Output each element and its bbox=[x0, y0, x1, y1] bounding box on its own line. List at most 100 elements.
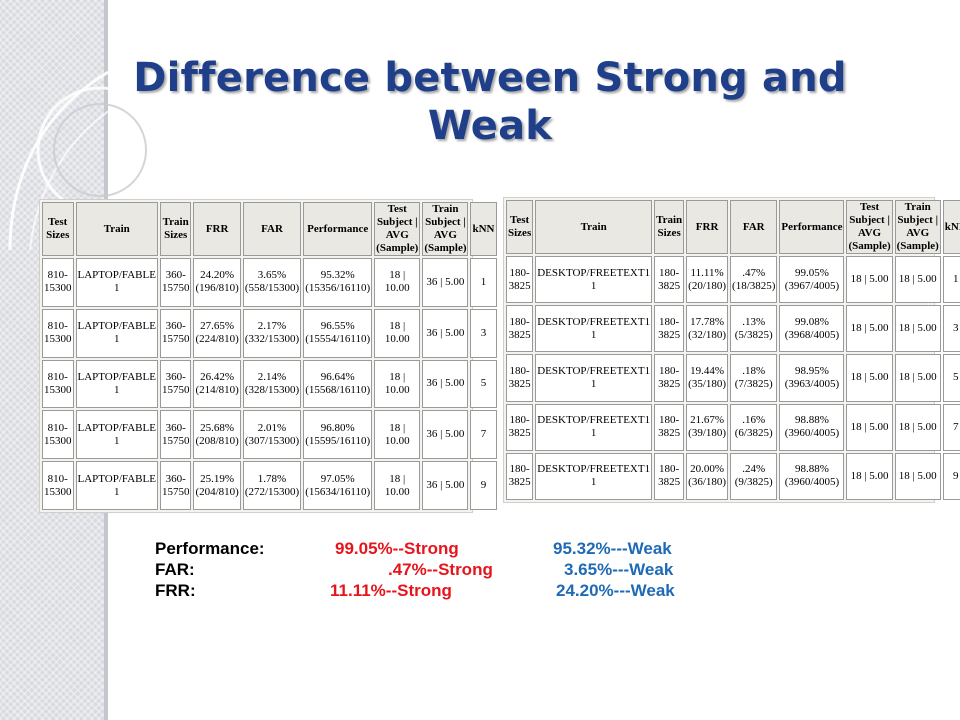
strong-value: 11.11%--Strong bbox=[330, 581, 452, 600]
table-cell: 99.05% (3967/4005) bbox=[779, 256, 845, 304]
table-row: 180-3825 DESKTOP/FREETEXT1 1 180-3825 19.44… bbox=[506, 354, 960, 402]
table-cell: .16% (6/3825) bbox=[730, 403, 778, 451]
table-cell: DESKTOP/FREETEXT1 1 bbox=[535, 403, 653, 451]
table-cell: 36 | 5.00 bbox=[422, 461, 469, 510]
summary-label: Performance: bbox=[155, 539, 265, 558]
table-cell: 96.64% (15568/16110) bbox=[303, 359, 373, 409]
table-cell: 18 | 10.00 bbox=[374, 308, 421, 358]
table-cell: 27.65% (224/810) bbox=[193, 308, 241, 358]
table-row: 810-15300 LAPTOP/FABLE 1 360-15750 26.42% (… bbox=[42, 359, 497, 409]
summary-label: FRR: bbox=[155, 581, 196, 600]
table-cell: LAPTOP/FABLE 1 bbox=[75, 308, 158, 358]
table-cell: 36 | 5.00 bbox=[422, 258, 469, 307]
table-row: 810-15300 LAPTOP/FABLE 1 360-15750 25.68% (… bbox=[42, 410, 497, 460]
table-cell: 96.80% (15595/16110) bbox=[303, 410, 373, 460]
table-cell: 18 | 5.00 bbox=[846, 403, 893, 451]
column-header: Test Sizes bbox=[42, 202, 74, 256]
table-cell: 360-15750 bbox=[159, 410, 192, 460]
table-cell: 98.88% (3960/4005) bbox=[779, 452, 845, 500]
table-cell: .18% (7/3825) bbox=[730, 354, 778, 402]
decorative-swirl bbox=[8, 34, 319, 251]
weak-value: 3.65%---Weak bbox=[564, 560, 674, 579]
column-header: Test Sizes bbox=[506, 200, 534, 254]
table-cell: 810-15300 bbox=[42, 308, 74, 358]
table-row: 810-15300 LAPTOP/FABLE 1 360-15750 25.19% (… bbox=[42, 461, 497, 510]
strong-results-table: Test Sizes Train Train Sizes FRR FAR Performa… bbox=[504, 198, 960, 502]
strong-value: .47%--Strong bbox=[388, 560, 493, 579]
table-row: 180-3825 DESKTOP/FREETEXT1 1 180-3825 20.00… bbox=[506, 452, 960, 500]
column-header: kNN bbox=[470, 202, 497, 256]
table-cell: LAPTOP/FABLE 1 bbox=[75, 461, 158, 510]
column-header: FRR bbox=[686, 200, 729, 254]
table-cell: 360-15750 bbox=[159, 461, 192, 510]
table-header-row: Test Sizes Train Train Sizes FRR FAR Performa… bbox=[42, 202, 497, 256]
table-cell: DESKTOP/FREETEXT1 1 bbox=[535, 256, 653, 304]
table-cell: 810-15300 bbox=[42, 410, 74, 460]
table-cell: 9 bbox=[470, 461, 497, 510]
table-cell: 180-3825 bbox=[654, 354, 685, 402]
table-header-row: Test Sizes Train Train Sizes FRR FAR Performa… bbox=[506, 200, 960, 254]
weak-results-table: Test Sizes Train Train Sizes FRR FAR Performa… bbox=[40, 200, 497, 512]
table-cell: 1 bbox=[470, 258, 497, 307]
table-cell: 3 bbox=[942, 305, 960, 353]
table-cell: 26.42% (214/810) bbox=[193, 359, 241, 409]
table-row: 180-3825 DESKTOP/FREETEXT1 1 180-3825 21.67… bbox=[506, 403, 960, 451]
table-cell: 18 | 10.00 bbox=[374, 359, 421, 409]
column-header: FAR bbox=[730, 200, 778, 254]
table-cell: 18 | 5.00 bbox=[846, 452, 893, 500]
table-row: 180-3825 DESKTOP/FREETEXT1 1 180-3825 17.78… bbox=[506, 305, 960, 353]
table-cell: DESKTOP/FREETEXT1 1 bbox=[535, 452, 653, 500]
table-cell: 18 | 5.00 bbox=[846, 256, 893, 304]
table-cell: 25.68% (208/810) bbox=[193, 410, 241, 460]
table-cell: 180-3825 bbox=[654, 256, 685, 304]
table-cell: 2.14% (328/15300) bbox=[242, 359, 302, 409]
table-cell: 21.67% (39/180) bbox=[686, 403, 729, 451]
table-cell: 7 bbox=[942, 403, 960, 451]
table-cell: 360-15750 bbox=[159, 258, 192, 307]
column-header: FAR bbox=[242, 202, 302, 256]
table-cell: .13% (5/3825) bbox=[730, 305, 778, 353]
table-cell: DESKTOP/FREETEXT1 1 bbox=[535, 354, 653, 402]
weak-value: 95.32%---Weak bbox=[553, 539, 672, 558]
table-cell: LAPTOP/FABLE 1 bbox=[75, 258, 158, 307]
table-cell: 810-15300 bbox=[42, 461, 74, 510]
table-row: 180-3825 DESKTOP/FREETEXT1 1 180-3825 11.11… bbox=[506, 256, 960, 304]
table-cell: 7 bbox=[470, 410, 497, 460]
table-cell: 360-15750 bbox=[159, 359, 192, 409]
table-cell: 3.65% (558/15300) bbox=[242, 258, 302, 307]
table-cell: 18 | 5.00 bbox=[894, 452, 941, 500]
column-header: FRR bbox=[193, 202, 241, 256]
table-cell: 19.44% (35/180) bbox=[686, 354, 729, 402]
table-cell: 11.11% (20/180) bbox=[686, 256, 729, 304]
table-cell: 18 | 5.00 bbox=[846, 354, 893, 402]
weak-value: 24.20%---Weak bbox=[556, 581, 675, 600]
table-cell: 180-3825 bbox=[654, 403, 685, 451]
table-cell: 18 | 5.00 bbox=[846, 305, 893, 353]
summary-label: FAR: bbox=[155, 560, 195, 579]
table-cell: 180-3825 bbox=[506, 354, 534, 402]
table-cell: 98.95% (3963/4005) bbox=[779, 354, 845, 402]
table-cell: 180-3825 bbox=[506, 256, 534, 304]
table-cell: 180-3825 bbox=[654, 452, 685, 500]
column-header: Train bbox=[535, 200, 653, 254]
table-cell: 18 | 5.00 bbox=[894, 403, 941, 451]
table-cell: 18 | 5.00 bbox=[894, 256, 941, 304]
table-cell: 18 | 5.00 bbox=[894, 354, 941, 402]
table-cell: 36 | 5.00 bbox=[422, 308, 469, 358]
column-header: Train Subject | AVG (Sample) bbox=[894, 200, 941, 254]
column-header: Performance bbox=[779, 200, 845, 254]
table-cell: 180-3825 bbox=[654, 305, 685, 353]
table-cell: 3 bbox=[470, 308, 497, 358]
table-cell: 97.05% (15634/16110) bbox=[303, 461, 373, 510]
column-header: Test Subject | AVG (Sample) bbox=[846, 200, 893, 254]
column-header: Test Subject | AVG (Sample) bbox=[374, 202, 421, 256]
table-row: 810-15300 LAPTOP/FABLE 1 360-15750 24.20% (… bbox=[42, 258, 497, 307]
column-header: Train Sizes bbox=[159, 202, 192, 256]
table-cell: DESKTOP/FREETEXT1 1 bbox=[535, 305, 653, 353]
table-cell: LAPTOP/FABLE 1 bbox=[75, 410, 158, 460]
table-cell: 18 | 10.00 bbox=[374, 258, 421, 307]
table-cell: 20.00% (36/180) bbox=[686, 452, 729, 500]
slide-title: Difference between Strong and Weak bbox=[133, 55, 847, 149]
table-cell: LAPTOP/FABLE 1 bbox=[75, 359, 158, 409]
table-cell: 5 bbox=[942, 354, 960, 402]
